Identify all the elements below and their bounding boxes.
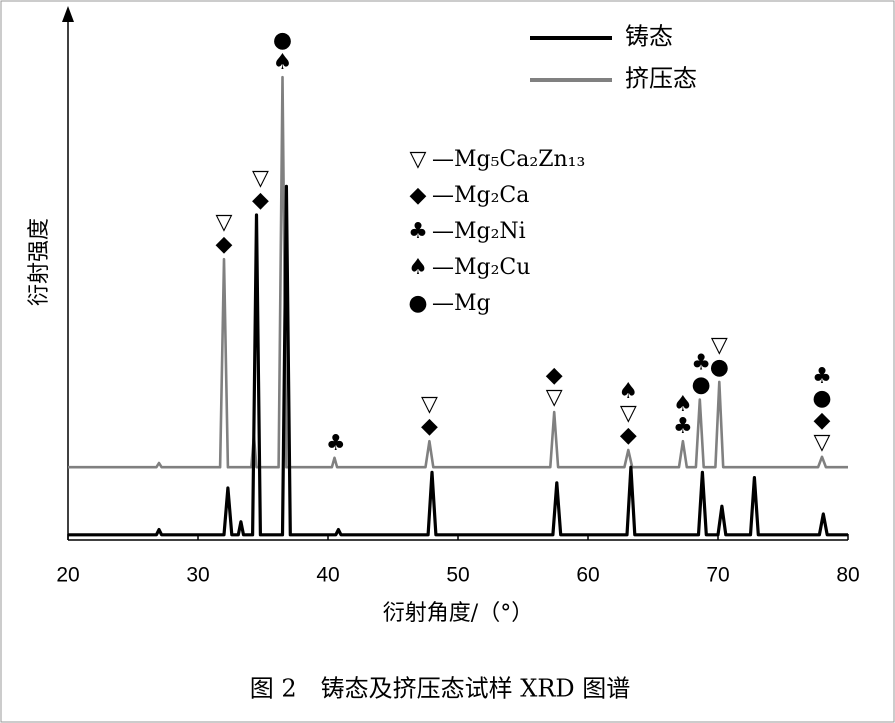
x-tick-label: 50 [446, 564, 469, 587]
legend-label: 挤压态 [625, 65, 697, 93]
phase-label: —Mg₂Ni [432, 219, 526, 244]
x-tick-label: 70 [706, 564, 729, 587]
peak-symbol: ◆ [620, 423, 637, 448]
x-tick-label: 30 [186, 564, 209, 587]
y-axis-label: 衍射强度 [27, 218, 52, 306]
peak-symbol: ▽ [814, 430, 831, 455]
caption: 图 2 铸态及挤压态试样 XRD 图谱 [250, 675, 631, 703]
phase-symbol: ◆ [410, 183, 427, 208]
peak-symbol: ▽ [711, 333, 728, 358]
peak-symbol: ♣ [812, 364, 832, 389]
peak-symbol: ♣ [326, 431, 346, 456]
peak-symbol: ◆ [546, 363, 563, 388]
peak-symbol: ● [273, 28, 292, 53]
phase-symbol: ▽ [410, 147, 427, 172]
legend-label: 铸态 [625, 23, 673, 51]
x-tick-label: 40 [316, 564, 339, 587]
peak-symbol: ● [812, 386, 831, 411]
series-line [68, 75, 848, 469]
y-axis-arrow [62, 6, 74, 22]
phase-label: —Mg₂Ca [432, 183, 529, 208]
phase-label: —Mg₂Cu [432, 255, 530, 280]
x-tick-label: 60 [576, 564, 599, 587]
peak-symbol: ▽ [216, 210, 233, 235]
peak-symbol: ▽ [421, 392, 438, 417]
peak-symbol: ♠ [618, 379, 638, 404]
peak-symbol: ♣ [673, 414, 693, 439]
peak-symbol: ● [710, 355, 729, 380]
x-axis-label: 衍射角度/（°） [383, 601, 533, 626]
phase-label: —Mg [432, 291, 491, 316]
phase-symbol: ♠ [408, 255, 428, 280]
phase-label: —Mg₅Ca₂Zn₁₃ [432, 147, 585, 172]
peak-symbol: ◆ [252, 188, 269, 213]
peak-symbol: ◆ [421, 414, 438, 439]
peak-symbol: ▽ [252, 166, 269, 191]
peak-symbol: ▽ [546, 385, 563, 410]
peak-symbol: ◆ [216, 232, 233, 257]
x-tick-label: 20 [56, 564, 79, 587]
peak-symbol: ♠ [273, 50, 293, 75]
phase-symbol: ♣ [408, 219, 428, 244]
peak-symbol: ▽ [620, 401, 637, 426]
peak-symbol: ● [691, 373, 710, 398]
phase-symbol: ● [408, 291, 427, 316]
x-tick-label: 80 [836, 564, 859, 587]
peak-symbol: ♣ [691, 351, 711, 376]
peak-symbol: ◆ [814, 408, 831, 433]
peak-symbol: ♠ [673, 392, 693, 417]
series-line [68, 184, 848, 537]
